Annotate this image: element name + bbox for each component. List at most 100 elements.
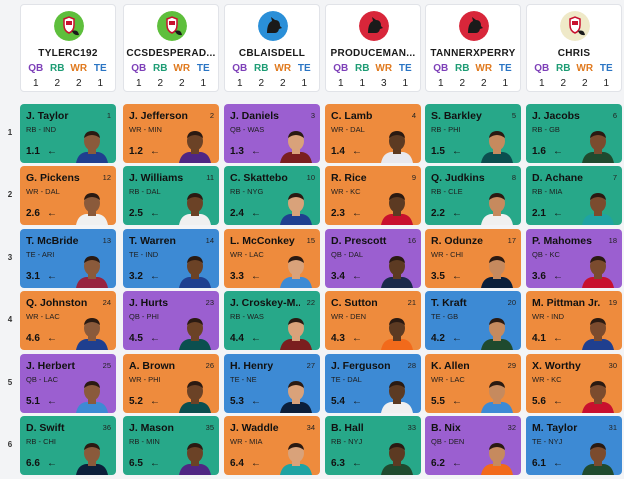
arrow-left-icon: ← (251, 458, 261, 469)
player-card[interactable]: A. Brown 26 WR - PHI 5.2 ← (123, 354, 219, 413)
player-card[interactable]: T. McBride 13 TE - ARI 3.1 ← (20, 229, 116, 288)
player-card[interactable]: K. Allen 29 WR - LAC 5.5 ← (425, 354, 521, 413)
arrow-left-icon: ← (251, 271, 261, 282)
pick-round-value: 2.4 (230, 208, 244, 219)
player-position-team: TE - ARI (26, 250, 55, 259)
player-position-team: RB - DAL (129, 187, 161, 196)
position-labels: QB RB WR TE (430, 63, 516, 74)
player-name: B. Hall (331, 422, 364, 434)
team-column-header[interactable]: CHRIS QB RB WR TE 1 2 2 1 (526, 4, 622, 92)
player-name: J. Jefferson (129, 110, 188, 122)
player-position-team: TE - NE (230, 375, 257, 384)
arrow-left-icon: ← (47, 208, 57, 219)
player-card[interactable]: D. Prescott 16 QB - DAL 3.4 ← (325, 229, 421, 288)
team-column-header[interactable]: TYLERC192 QB RB WR TE 1 2 2 1 (20, 4, 116, 92)
position-label-te: TE (599, 63, 613, 74)
position-count-rb: 2 (459, 78, 466, 89)
player-card[interactable]: C. Skattebo 10 RB - NYG 2.4 ← (224, 166, 320, 225)
player-card[interactable]: J. Herbert 25 QB - LAC 5.1 ← (20, 354, 116, 413)
pick-round-value: 1.5 (431, 146, 445, 157)
player-card[interactable]: J. Jefferson 2 WR - MIN 1.2 ← (123, 104, 219, 163)
player-card[interactable]: B. Nix 32 QB - DEN 6.2 ← (425, 416, 521, 475)
position-count-wr: 2 (279, 78, 286, 89)
player-card[interactable]: S. Barkley 5 RB - PHI 1.5 ← (425, 104, 521, 163)
player-card[interactable]: C. Sutton 21 WR - DEN 4.3 ← (325, 291, 421, 350)
player-card[interactable]: B. Hall 33 RB - NYJ 6.3 ← (325, 416, 421, 475)
player-name: D. Achane (532, 172, 583, 184)
player-position-team: RB - CLE (431, 187, 463, 196)
pick-round-value: 1.6 (532, 146, 546, 157)
player-card[interactable]: Q. Judkins 8 RB - CLE 2.2 ← (425, 166, 521, 225)
player-card[interactable]: T. Warren 14 TE - IND 3.2 ← (123, 229, 219, 288)
position-counts: 1 2 2 1 (25, 78, 111, 89)
player-name: B. Nix (431, 422, 461, 434)
pick-number: 26 (205, 361, 214, 370)
pick-round-value: 2.6 (26, 208, 40, 219)
player-card[interactable]: D. Achane 7 RB - MIA 2.1 ← (526, 166, 622, 225)
position-label-te: TE (297, 63, 311, 74)
player-name: C. Lamb (331, 110, 373, 122)
arrow-left-icon: ← (150, 271, 160, 282)
pick-number: 7 (612, 173, 617, 182)
player-name: J. Waddle (230, 422, 279, 434)
player-card[interactable]: J. Jacobs 6 RB - GB 1.6 ← (526, 104, 622, 163)
player-card[interactable]: T. Kraft 20 TE - GB 4.2 ← (425, 291, 521, 350)
player-card[interactable]: M. Pittman Jr. 19 WR - IND 4.1 ← (526, 291, 622, 350)
player-card[interactable]: J. Waddle 34 WR - MIA 6.4 ← (224, 416, 320, 475)
player-card[interactable]: G. Pickens 12 WR - DAL 2.6 ← (20, 166, 116, 225)
player-card[interactable]: Q. Johnston 24 WR - LAC 4.6 ← (20, 291, 116, 350)
round-number: 4 (7, 315, 13, 324)
player-headshot (276, 252, 316, 288)
player-card[interactable]: J. Mason 35 RB - MIN 6.5 ← (123, 416, 219, 475)
player-card[interactable]: L. McConkey 15 WR - LAC 3.3 ← (224, 229, 320, 288)
player-card[interactable]: J. Taylor 1 RB - IND 1.1 ← (20, 104, 116, 163)
position-label-qb: QB (534, 63, 550, 74)
team-column-header[interactable]: CCSDESPERAD... QB RB WR TE 1 2 2 1 (123, 4, 219, 92)
player-card[interactable]: J. Williams 11 RB - DAL 2.5 ← (123, 166, 219, 225)
player-card[interactable]: C. Lamb 4 WR - DAL 1.4 ← (325, 104, 421, 163)
player-position-team: RB - WAS (230, 312, 264, 321)
pick-round-value: 2.5 (129, 208, 143, 219)
position-count-wr: 3 (380, 78, 387, 89)
player-position-team: WR - KC (532, 375, 562, 384)
player-card[interactable]: R. Odunze 17 WR - CHI 3.5 ← (425, 229, 521, 288)
pick-number: 30 (608, 361, 617, 370)
pick-round-value: 6.2 (431, 458, 445, 469)
player-name: J. Daniels (230, 110, 280, 122)
player-card[interactable]: J. Croskey-M... 22 RB - WAS 4.4 ← (224, 291, 320, 350)
player-position-team: WR - CHI (431, 250, 464, 259)
position-labels: QB RB WR TE (25, 63, 111, 74)
position-label-rb: RB (455, 63, 470, 74)
arrow-left-icon: ← (452, 396, 462, 407)
position-label-rb: RB (556, 63, 571, 74)
player-name: Q. Johnston (26, 297, 88, 309)
arrow-left-icon: ← (452, 208, 462, 219)
pick-round-value: 5.3 (230, 396, 244, 407)
player-card[interactable]: M. Taylor 31 TE - NYJ 6.1 ← (526, 416, 622, 475)
player-position-team: WR - DAL (26, 187, 60, 196)
player-position-team: QB - PHI (129, 312, 160, 321)
player-card[interactable]: H. Henry 27 TE - NE 5.3 ← (224, 354, 320, 413)
player-card[interactable]: P. Mahomes 18 QB - KC 3.6 ← (526, 229, 622, 288)
arrow-left-icon: ← (47, 458, 57, 469)
player-card[interactable]: J. Daniels 3 QB - WAS 1.3 ← (224, 104, 320, 163)
player-card[interactable]: D. Swift 36 RB - CHI 6.6 ← (20, 416, 116, 475)
team-column-header[interactable]: PRODUCEMAN... QB RB WR TE 1 1 3 1 (325, 4, 421, 92)
player-card[interactable]: X. Worthy 30 WR - KC 5.6 ← (526, 354, 622, 413)
team-column-header[interactable]: TANNERXPERRY QB RB WR TE 1 2 2 1 (425, 4, 521, 92)
player-card[interactable]: J. Ferguson 28 TE - DAL 5.4 ← (325, 354, 421, 413)
player-name: K. Allen (431, 360, 470, 372)
player-card[interactable]: J. Hurts 23 QB - PHI 4.5 ← (123, 291, 219, 350)
team-column-header[interactable]: CBLAISDELL QB RB WR TE 1 2 2 1 (224, 4, 320, 92)
pick-round-value: 5.4 (331, 396, 345, 407)
pick-number: 12 (102, 173, 111, 182)
player-card[interactable]: R. Rice 9 WR - KC 2.3 ← (325, 166, 421, 225)
player-headshot (578, 439, 618, 475)
pick-round-value: 2.3 (331, 208, 345, 219)
position-count-rb: 2 (560, 78, 567, 89)
player-name: T. McBride (26, 235, 79, 247)
player-name: J. Mason (129, 422, 174, 434)
pick-round-value: 4.1 (532, 333, 546, 344)
player-headshot (175, 314, 215, 350)
pick-number: 36 (102, 423, 111, 432)
